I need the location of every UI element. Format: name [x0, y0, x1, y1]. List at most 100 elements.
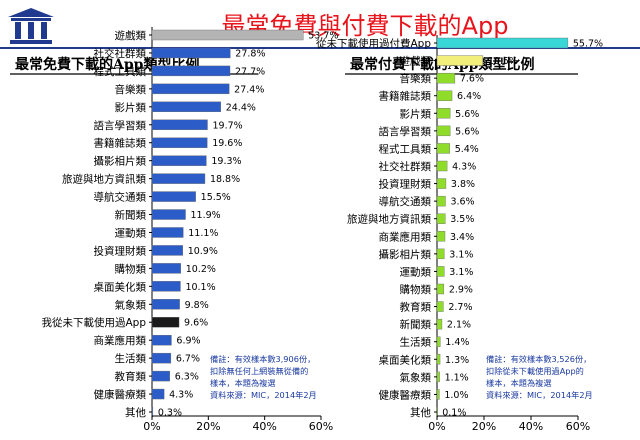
x-tick-label-0: 0%	[143, 420, 160, 433]
category-label-16: 我從未下載使用過App	[41, 316, 146, 329]
category-label-1: 遊戲類	[400, 55, 432, 68]
value-label-3: 6.4%	[457, 91, 481, 102]
bar-12	[151, 245, 183, 256]
value-label-5: 19.7%	[212, 120, 242, 131]
value-label-4: 24.4%	[226, 102, 256, 113]
value-label-9: 3.6%	[450, 197, 474, 208]
bar-17	[151, 334, 172, 346]
value-label-0: 53.7%	[308, 31, 338, 42]
value-label-14: 2.9%	[449, 285, 473, 296]
header-rule	[0, 47, 640, 49]
x-tick-label-2: 40%	[252, 420, 276, 433]
value-label-21: 0.1%	[442, 408, 466, 419]
category-label-2: 程式工具類	[94, 65, 147, 78]
bar-17	[436, 336, 441, 347]
bar-6	[436, 143, 450, 154]
value-label-19: 6.3%	[175, 372, 199, 383]
value-label-16: 2.1%	[447, 320, 471, 331]
category-label-7: 攝影相片類	[94, 155, 147, 168]
value-label-10: 11.9%	[191, 210, 221, 221]
bar-19	[436, 371, 440, 383]
value-label-4: 5.6%	[455, 109, 479, 120]
value-label-11: 3.4%	[450, 232, 474, 243]
value-label-11: 11.1%	[188, 228, 218, 239]
value-label-2: 7.6%	[460, 74, 484, 85]
category-label-21: 其他	[410, 406, 431, 419]
category-label-18: 生活類	[115, 352, 147, 365]
category-label-9: 導航交通類	[94, 191, 147, 204]
value-label-9: 15.5%	[201, 192, 231, 203]
value-label-18: 1.3%	[445, 355, 469, 366]
building-pillars-icon	[8, 8, 54, 44]
category-label-3: 音樂類	[115, 83, 147, 96]
bar-10	[436, 213, 446, 224]
bar-11	[151, 227, 184, 238]
bar-15	[436, 301, 444, 312]
value-label-8: 18.8%	[210, 174, 240, 185]
value-label-0: 55.7%	[573, 39, 603, 50]
bar-9	[151, 191, 196, 202]
category-label-12: 投資理財類	[94, 244, 147, 257]
value-label-20: 1.0%	[444, 390, 468, 401]
value-label-13: 3.1%	[449, 267, 473, 278]
category-label-8: 旅遊與地方資訊類	[62, 173, 146, 186]
value-label-5: 5.6%	[455, 126, 479, 137]
bar-8	[436, 178, 447, 189]
value-label-6: 5.4%	[455, 144, 479, 155]
category-label-13: 購物類	[115, 262, 147, 275]
bar-0	[436, 37, 569, 49]
free-chart-note: 備註：有效樣本數3,906份， 扣除無任何上網裝無從備的 樣本，本題為複選 資料…	[210, 354, 317, 400]
free-apps-chart: 最常免費下載的App類型比例 遊戲類 53.7% 社交社群類 27.8% 程式工具類 27.…	[0, 27, 338, 440]
category-label-12: 攝影相片類	[379, 248, 432, 261]
value-label-12: 3.1%	[449, 249, 473, 260]
bar-2	[151, 65, 231, 77]
bar-2	[436, 72, 456, 84]
bar-18	[436, 354, 441, 365]
value-label-7: 19.3%	[211, 156, 241, 167]
category-label-3: 書籍雜誌類	[379, 90, 432, 103]
value-label-12: 10.9%	[188, 246, 218, 257]
bar-13	[151, 263, 181, 274]
bar-7	[151, 155, 207, 166]
bar-1	[436, 55, 484, 66]
value-label-17: 1.4%	[445, 337, 469, 348]
category-label-0: 遊戲類	[115, 29, 147, 42]
category-label-17: 生活類	[400, 336, 432, 349]
bar-18	[151, 352, 172, 364]
x-tick-label-3: 60%	[309, 420, 333, 433]
category-label-21: 其他	[125, 406, 146, 419]
category-label-6: 程式工具類	[379, 142, 432, 155]
bar-13	[436, 266, 445, 277]
value-label-19: 1.1%	[445, 372, 469, 383]
category-label-1: 社交社群類	[94, 47, 147, 60]
value-label-1: 19.5%	[488, 56, 518, 67]
value-label-3: 27.4%	[234, 84, 264, 95]
x-tick-label-2: 40%	[519, 420, 543, 433]
category-label-11: 商業應用類	[379, 230, 432, 243]
value-label-6: 19.6%	[212, 138, 242, 149]
bar-20	[436, 389, 440, 400]
category-label-20: 健康醫療類	[94, 388, 147, 401]
category-label-10: 新聞類	[115, 209, 147, 222]
category-label-5: 語言學習類	[94, 119, 147, 132]
bar-8	[151, 173, 206, 184]
value-label-2: 27.7%	[235, 66, 265, 77]
value-label-17: 6.9%	[176, 336, 200, 347]
bar-0	[151, 29, 304, 41]
category-label-4: 影片類	[400, 107, 432, 120]
value-label-21: 0.3%	[158, 408, 182, 419]
value-label-20: 4.3%	[169, 390, 193, 401]
bar-16	[436, 318, 443, 330]
category-label-4: 影片類	[115, 101, 147, 114]
bar-1	[151, 47, 231, 59]
category-label-10: 旅遊與地方資訊類	[347, 213, 431, 226]
paid-apps-chart: 最常付費下載的App類型比例從未下載使用過付費App55.7%遊戲類19.5%音…	[316, 35, 640, 440]
category-label-6: 書籍雜誌類	[94, 137, 147, 150]
bar-3	[151, 83, 230, 95]
category-label-14: 桌面美化類	[94, 280, 147, 293]
value-label-16: 9.6%	[184, 318, 208, 329]
bar-19	[151, 370, 170, 382]
bar-6	[151, 137, 208, 148]
bar-4	[151, 101, 221, 113]
